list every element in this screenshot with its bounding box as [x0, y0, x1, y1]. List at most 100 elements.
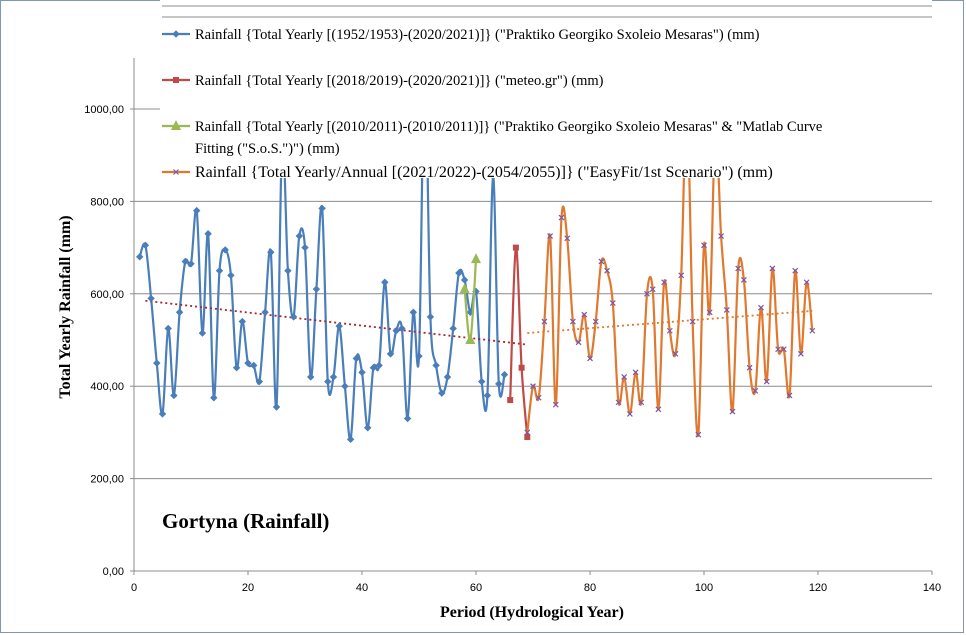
data-point — [324, 377, 332, 386]
data-point — [666, 327, 673, 334]
data-point — [403, 414, 412, 423]
data-point — [261, 308, 269, 316]
x-tick-label: 100 — [695, 582, 713, 594]
data-point — [621, 374, 628, 380]
data-point — [729, 408, 736, 415]
data-point — [598, 258, 605, 265]
data-point — [769, 265, 776, 272]
series-2 — [507, 244, 531, 441]
data-point — [758, 304, 764, 311]
data-point — [518, 364, 525, 371]
x-tick-label: 20 — [242, 582, 254, 594]
legend-swatch-marker — [171, 120, 181, 130]
data-point — [649, 286, 656, 293]
y-tick-label: 0,00 — [103, 566, 124, 578]
data-point — [244, 359, 252, 367]
data-point — [301, 243, 309, 252]
data-point — [306, 373, 315, 381]
data-point — [455, 269, 463, 277]
data-point — [564, 235, 571, 242]
x-tick-label: 40 — [356, 582, 368, 594]
data-point — [284, 266, 292, 275]
data-point — [552, 401, 559, 408]
data-point — [398, 324, 406, 333]
series-line — [509, 246, 529, 438]
data-point — [786, 392, 793, 399]
y-tick-label: 1000,00 — [84, 104, 124, 116]
data-point — [604, 267, 611, 274]
y-tick-label: 400,00 — [90, 381, 124, 393]
data-point — [792, 267, 799, 274]
series-4 — [524, 101, 816, 438]
data-point — [609, 300, 616, 306]
data-point — [723, 307, 730, 313]
data-point — [141, 241, 150, 249]
data-point — [465, 334, 476, 344]
data-point — [272, 403, 281, 411]
data-point — [746, 364, 753, 371]
legend-entry-1: Rainfall {Total Yearly [(1952/1953)-(202… — [162, 27, 760, 43]
x-tick-label: 60 — [470, 582, 482, 594]
data-point — [638, 399, 645, 406]
data-point — [135, 253, 144, 261]
data-point — [735, 265, 742, 272]
data-point — [809, 327, 816, 334]
data-point — [644, 290, 650, 297]
data-point — [409, 308, 418, 316]
data-point — [471, 253, 481, 264]
data-point — [678, 272, 685, 279]
legend-label: Rainfall {Total Yearly/Annual [(2021/202… — [195, 164, 773, 181]
data-point — [358, 368, 366, 377]
data-point — [215, 266, 224, 275]
data-point — [329, 373, 338, 381]
data-point — [158, 410, 167, 418]
data-point — [341, 382, 349, 390]
data-point — [346, 435, 355, 444]
data-point — [592, 318, 599, 325]
data-point — [575, 339, 582, 346]
data-point — [672, 350, 679, 357]
y-tick-label: 600,00 — [90, 289, 124, 301]
legend-swatch-marker — [173, 77, 179, 83]
data-point — [386, 350, 395, 358]
data-point — [318, 204, 326, 213]
series-1 — [135, 59, 528, 444]
data-point — [689, 318, 696, 325]
data-point — [232, 364, 241, 372]
y-tick-labels: 0,00 200,00 400,00 600,00 800,00 1000,00 — [84, 104, 124, 578]
legend-swatch-marker — [173, 169, 179, 175]
data-point — [255, 377, 264, 386]
data-point — [740, 277, 747, 283]
legend-entry-3: Rainfall {Total Yearly [(2010/2011)-(201… — [162, 119, 822, 157]
data-point — [415, 352, 423, 360]
data-point — [443, 373, 452, 381]
data-point — [706, 309, 713, 316]
data-point — [632, 369, 639, 376]
data-point — [661, 279, 668, 286]
legend-label: Rainfall {Total Yearly [(2018/2019)-(202… — [195, 73, 604, 89]
data-point — [267, 248, 275, 256]
data-point — [797, 350, 804, 357]
data-point — [249, 361, 258, 370]
series-group — [135, 59, 816, 444]
series-line — [463, 259, 478, 342]
data-point — [204, 230, 212, 238]
data-point — [369, 364, 378, 372]
legend-swatch-marker — [172, 30, 180, 38]
data-point — [495, 380, 503, 388]
data-point — [718, 233, 725, 239]
data-point — [312, 285, 321, 293]
legend-label: Fitting ("S.o.S.")") (mm) — [195, 141, 340, 157]
chart-annotation: Gortyna (Rainfall) — [162, 509, 329, 533]
data-point — [655, 406, 662, 413]
data-point — [381, 278, 389, 286]
data-point — [615, 399, 622, 406]
x-tick-label: 120 — [809, 582, 827, 594]
data-point — [438, 389, 446, 397]
data-point — [449, 324, 457, 333]
data-point — [363, 424, 372, 432]
x-tick-label: 140 — [923, 582, 941, 594]
data-point — [752, 387, 759, 394]
axes — [130, 58, 933, 575]
